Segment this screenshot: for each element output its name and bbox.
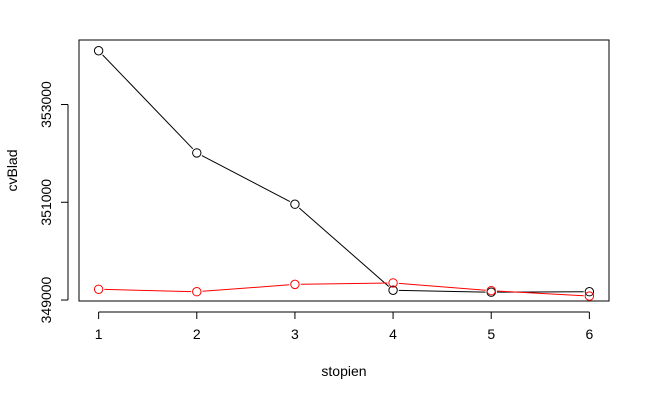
series-2-point xyxy=(584,291,595,301)
series-1-segment xyxy=(201,155,291,203)
x-axis: 1 2 3 4 5 6 xyxy=(95,311,593,342)
series-2-point xyxy=(93,284,104,294)
x-tick-label: 1 xyxy=(95,326,103,342)
series-2-segment xyxy=(300,282,388,285)
series-1-point xyxy=(388,285,398,295)
series-1-point xyxy=(290,199,300,209)
x-tick-label: 4 xyxy=(389,326,397,342)
series-1-point xyxy=(192,148,202,158)
series-2-segment xyxy=(398,282,486,291)
y-tick-label: 351000 xyxy=(38,179,54,226)
series-2-segment xyxy=(104,288,192,293)
series-2-point xyxy=(290,279,300,290)
series-2-point xyxy=(192,287,202,297)
plot-box xyxy=(78,39,610,302)
x-tick-label: 6 xyxy=(585,326,593,342)
series-layer xyxy=(93,46,595,301)
x-tick-label: 5 xyxy=(487,326,495,342)
series-1-segment xyxy=(398,289,486,293)
y-tick-label: 353000 xyxy=(38,81,54,128)
series-2-segment xyxy=(202,284,290,292)
y-tick-label: 349000 xyxy=(38,276,54,323)
y-axis-label: cvBlad xyxy=(4,149,20,191)
series-2-point xyxy=(388,278,398,288)
x-tick-label: 2 xyxy=(193,326,201,342)
series-1-segment xyxy=(298,207,390,287)
x-tick-label: 3 xyxy=(291,326,299,342)
x-axis-label: stopien xyxy=(321,363,366,379)
series-1-point xyxy=(93,46,104,56)
series-1-point xyxy=(584,287,595,297)
y-axis: 349000 351000 353000 xyxy=(38,81,69,323)
series-2-segment xyxy=(496,290,584,297)
series-1-segment xyxy=(102,54,194,150)
series-2-point xyxy=(486,286,496,296)
